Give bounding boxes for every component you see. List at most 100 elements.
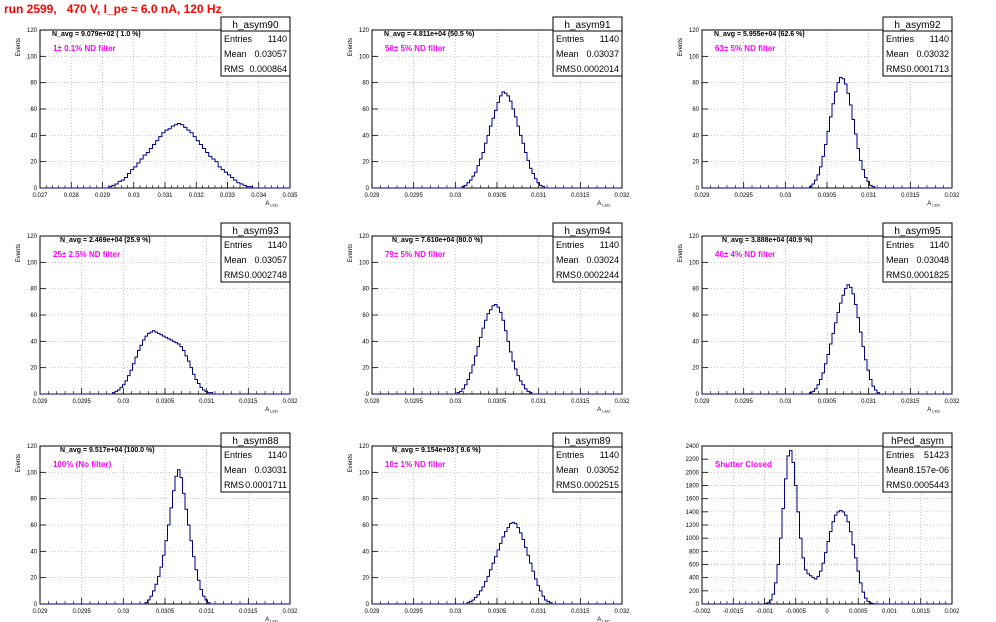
y-tick-label: 100 xyxy=(27,470,38,476)
x-tick-label: 0.032 xyxy=(944,193,960,199)
filter-label: 50± 5% ND filter xyxy=(385,44,445,53)
x-axis-title: ALED xyxy=(265,407,278,414)
y-axis-title: Events xyxy=(678,38,684,56)
x-tick-label: 0.0315 xyxy=(239,399,258,405)
y-tick-label: 20 xyxy=(30,366,37,372)
filter-label: 25± 2.5% ND filter xyxy=(53,250,120,259)
x-tick-label: 0.0295 xyxy=(404,193,423,199)
y-axis-title: Events xyxy=(16,244,22,262)
y-axis-title: Events xyxy=(678,244,684,262)
x-tick-label: 0.0305 xyxy=(488,399,507,405)
n-avg-label: N_avg = 3.888e+04 (40.9 %) xyxy=(722,237,813,244)
stats-label-mean: Mean xyxy=(224,465,247,475)
histogram-line xyxy=(372,91,622,189)
x-tick-label: 0.0315 xyxy=(571,609,590,615)
x-tick-label: 0.027 xyxy=(32,193,48,199)
x-tick-label: 0.028 xyxy=(64,193,80,199)
x-tick-label: 0.029 xyxy=(95,193,111,199)
x-tick-label: -0.001 xyxy=(756,609,774,615)
y-tick-label: 120 xyxy=(359,234,370,240)
y-tick-label: 100 xyxy=(27,260,38,266)
histogram-panel-h_asym93: 0.029 0.0295 0.03 0.0305 0.031 0.0315 0.032 0 20… xyxy=(16,222,298,414)
stats-box xyxy=(220,16,291,77)
stats-box xyxy=(552,222,623,283)
histogram-name: h_asym90 xyxy=(232,20,279,31)
stats-value-mean: 0.03031 xyxy=(254,465,287,475)
y-tick-label: 60 xyxy=(362,523,369,529)
x-tick-label: 0.032 xyxy=(189,193,205,199)
y-tick-label: 80 xyxy=(362,287,369,293)
x-tick-label: 0.0315 xyxy=(571,399,590,405)
stats-value-entries: 1140 xyxy=(268,240,287,250)
histogram-line xyxy=(702,76,952,189)
y-tick-label: 60 xyxy=(692,313,699,319)
y-axis-title: Events xyxy=(348,454,354,472)
y-tick-label: 80 xyxy=(30,287,37,293)
stats-value-rms: 0.0002244 xyxy=(576,270,619,280)
y-tick-label: 40 xyxy=(362,133,369,139)
y-tick-label: 60 xyxy=(30,313,37,319)
y-tick-label: 120 xyxy=(689,234,700,240)
stats-label-mean: Mean xyxy=(556,465,579,475)
stats-label-rms: RMS xyxy=(224,64,244,74)
filter-label: 40± 4% ND filter xyxy=(715,250,775,259)
x-tick-label: 0.031 xyxy=(861,399,877,405)
stats-value-mean: 0.03052 xyxy=(586,465,619,475)
x-tick-label: 0.032 xyxy=(944,399,960,405)
y-tick-label: 0 xyxy=(366,186,370,192)
x-tick-label: -0.002 xyxy=(693,609,711,615)
x-tick-label: 0.029 xyxy=(32,399,48,405)
filter-label: 100% (No filter) xyxy=(53,460,112,469)
y-tick-label: 120 xyxy=(27,444,38,450)
stats-label-entries: Entries xyxy=(886,34,915,44)
n-avg-label: N_avg = 9.517e+04 (100.0 %) xyxy=(60,447,155,454)
x-axis-title: ALED xyxy=(927,201,940,208)
x-tick-label: 0.0295 xyxy=(734,193,753,199)
stats-label-rms: RMS xyxy=(886,270,906,280)
x-tick-label: 0.0305 xyxy=(818,193,837,199)
stats-box xyxy=(882,16,953,77)
stats-value-entries: 1140 xyxy=(930,240,949,250)
x-tick-label: 0.0315 xyxy=(901,193,920,199)
y-tick-label: 100 xyxy=(689,260,700,266)
y-tick-label: 1400 xyxy=(686,510,700,516)
y-axis-title: Events xyxy=(16,38,22,56)
y-tick-label: 400 xyxy=(689,576,700,582)
y-tick-label: 100 xyxy=(359,54,370,60)
stats-label-entries: Entries xyxy=(886,240,915,250)
n-avg-label: N_avg = 4.811e+04 (50.5 %) xyxy=(384,31,474,38)
histogram-name: h_asym94 xyxy=(564,226,611,237)
y-tick-label: 2400 xyxy=(686,444,700,450)
y-tick-label: 120 xyxy=(359,28,370,34)
x-tick-label: 0.0315 xyxy=(571,193,590,199)
stats-value-mean: 0.03032 xyxy=(916,49,949,59)
x-tick-label: 0.0305 xyxy=(156,609,175,615)
x-axis-title: ALED xyxy=(927,407,940,414)
histogram-panel-h_asym91: 0.029 0.0295 0.03 0.0305 0.031 0.0315 0.032 0 20… xyxy=(348,16,630,208)
x-tick-label: 0.03 xyxy=(449,193,461,199)
y-tick-label: 100 xyxy=(27,54,38,60)
x-tick-label: 0.029 xyxy=(364,193,380,199)
x-tick-label: 0.0295 xyxy=(404,609,423,615)
stats-box xyxy=(882,222,953,283)
y-tick-label: 40 xyxy=(30,339,37,345)
stats-label-entries: Entries xyxy=(556,34,585,44)
stats-value-mean: 0.03057 xyxy=(254,255,287,265)
stats-label-mean: Mean xyxy=(886,49,909,59)
stats-label-rms: RMS xyxy=(556,480,576,490)
stats-label-entries: Entries xyxy=(224,34,253,44)
y-tick-label: 0 xyxy=(34,602,38,608)
x-tick-label: 0.0315 xyxy=(239,609,258,615)
stats-value-mean: 8.157e-06 xyxy=(908,465,949,475)
filter-label: Shutter Closed xyxy=(715,460,772,469)
x-tick-label: 0.029 xyxy=(694,193,710,199)
y-axis-title: Events xyxy=(16,454,22,472)
histogram-line xyxy=(40,122,290,189)
stats-value-rms: 0.0002748 xyxy=(244,270,287,280)
y-tick-label: 120 xyxy=(689,28,700,34)
y-tick-label: 100 xyxy=(689,54,700,60)
x-tick-label: 0.031 xyxy=(531,609,547,615)
x-tick-label: -0.0005 xyxy=(786,609,807,615)
y-tick-label: 80 xyxy=(362,497,369,503)
histogram-line xyxy=(702,450,952,605)
